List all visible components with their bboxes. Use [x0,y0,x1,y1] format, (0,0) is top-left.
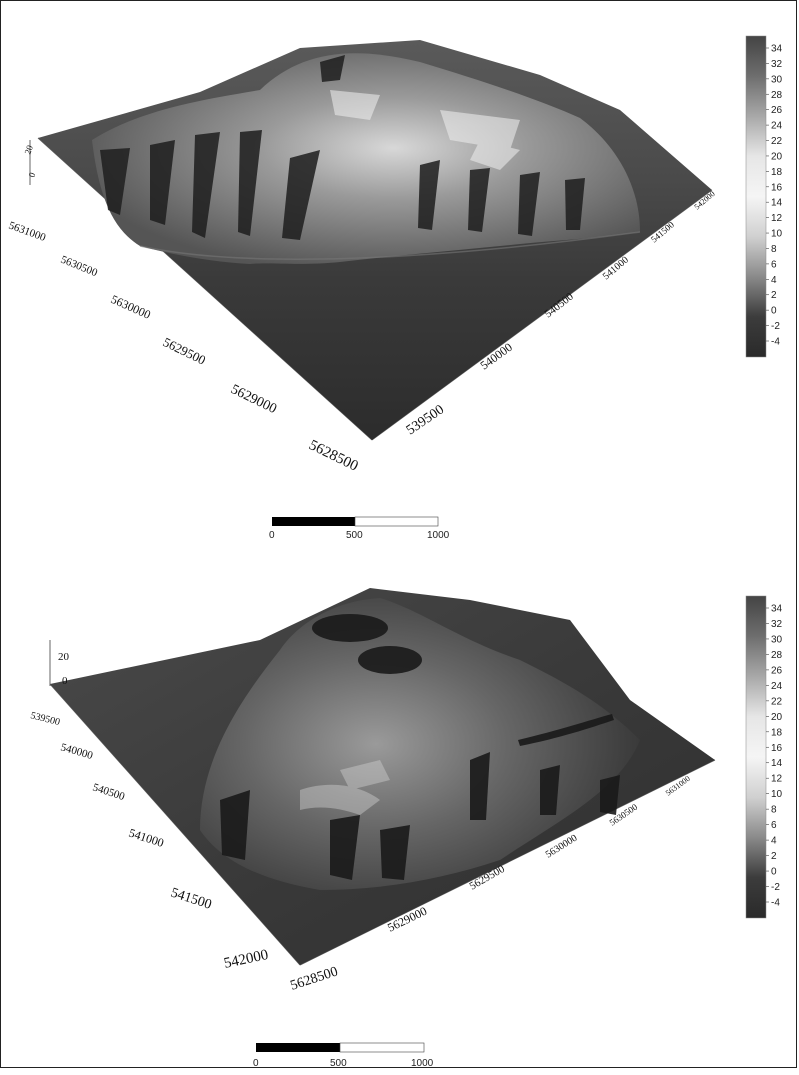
colorbar-tick-label: 28 [771,90,783,101]
colorbar-gradient [745,595,767,919]
left-axis-tick: 5629000 [228,382,279,417]
colorbar-tick-label: 14 [771,198,783,209]
left-axis-tick: 542000 [223,947,270,972]
colorbar-tick-label: 24 [771,681,783,692]
scalebar-white [339,1042,425,1053]
scalebar-black [256,1043,340,1052]
colorbar-tick-label: -2 [771,882,780,893]
colorbar-gradient [745,35,767,358]
left-axis-tick: 5628500 [306,437,360,474]
colorbar-tick-label: 16 [771,182,783,193]
colorbar-tick-label: 20 [771,712,783,723]
left-axis-tick: 540000 [59,741,95,762]
left-axis-tick: 541000 [127,826,166,850]
colorbar-tick-label: 0 [771,867,777,878]
colorbar-tick-label: 30 [771,634,783,645]
left-axis-tick: 541500 [169,886,214,913]
colorbar-tick-label: 16 [771,743,783,754]
right-axis-tick: 5628500 [289,964,340,993]
colorbar-tick-label: 0 [771,306,777,317]
left-axis-tick: 540500 [91,781,127,803]
terrain-surface-top [38,40,712,440]
scalebar-top: 0 500 1000 [269,516,450,541]
colorbar-tick-label: -4 [771,898,780,909]
colorbar-tick-label: 32 [771,59,783,70]
colorbar-tick-label: 8 [771,805,777,816]
terrain-panel-bottom: 20 0 539500 540000 540500 541000 541500 … [0,545,799,1070]
colorbar-tick-label: 18 [771,727,783,738]
left-axis-tick: 539500 [29,710,61,728]
colorbar-tick-label: 26 [771,105,783,116]
scalebar-label: 500 [346,530,363,541]
scalebar-label: 1000 [427,530,450,541]
scalebar-bottom: 0 500 1000 [253,1042,434,1069]
colorbar-tick-label: 20 [771,151,783,162]
terrain-view-top: 20 0 5631000 5630500 5630000 5629500 562… [7,35,783,541]
scalebar-label: 0 [253,1058,259,1069]
colorbar-tick-label: 6 [771,820,777,831]
colorbar-tick-label: 2 [771,290,777,301]
colorbar-tick-label: 34 [771,604,783,615]
scalebar-label: 1000 [411,1058,434,1069]
scalebar-label: 0 [269,530,275,541]
colorbar-tick-label: 12 [771,213,783,224]
colorbar-tick-label: -2 [771,321,780,332]
colorbar-tick-label: 6 [771,259,777,270]
z-axis-bottom: 20 0 [58,651,70,687]
scalebar-label: 500 [330,1058,347,1069]
z-tick: 0 [62,675,68,687]
scalebar-black [272,517,355,526]
colorbar-tick-label: 24 [771,121,783,132]
colorbar-tick-label: 8 [771,244,777,255]
colorbar-tick-label: 30 [771,74,783,85]
terrain-surface-bottom [50,588,715,965]
z-tick: 20 [22,143,35,155]
colorbar-tick-label: 26 [771,665,783,676]
z-tick: 20 [58,651,70,663]
z-axis-top: 20 0 [22,143,37,178]
colorbar-tick-label: 22 [771,696,783,707]
terrain-panel-top: 20 0 5631000 5630500 5630000 5629500 562… [7,35,783,541]
colorbar-tick-label: 34 [771,44,783,55]
colorbar-tick-label: 2 [771,851,777,862]
colorbar-tick-label: 4 [771,836,777,847]
colorbar-tick-label: 12 [771,774,783,785]
colorbar-tick-label: 10 [771,229,783,240]
colorbar-tick-label: 18 [771,167,783,178]
left-axis-tick: 5630000 [109,292,153,322]
left-axis-tick: 5631000 [7,220,48,245]
colorbar-tick-label: 28 [771,650,783,661]
z-tick: 0 [26,171,37,179]
left-axis-tick: 5629500 [161,334,208,367]
left-axis-tick: 5630500 [59,254,100,280]
colorbar-tick-label: 22 [771,136,783,147]
colorbar-tick-label: 32 [771,619,783,630]
scalebar-white [354,516,439,527]
terrain-view-bottom: 20 0 539500 540000 540500 541000 541500 … [29,588,783,1069]
colorbar-tick-label: 10 [771,789,783,800]
colorbar-tick-label: 4 [771,275,777,286]
colorbar-tick-label: -4 [771,337,780,348]
colorbar-tick-label: 14 [771,758,783,769]
